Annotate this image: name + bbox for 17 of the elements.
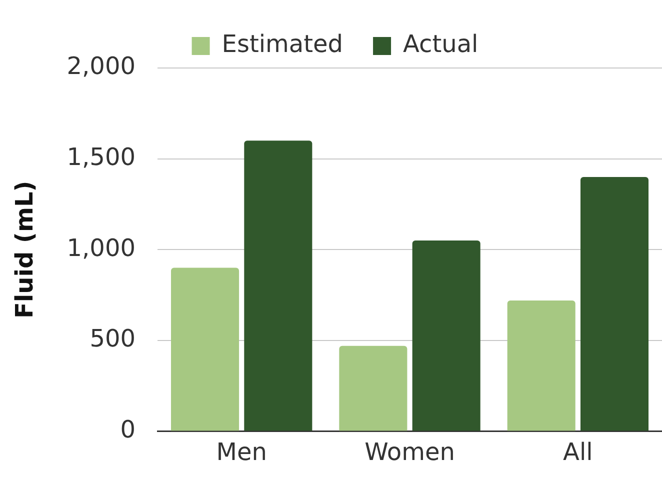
y-tick-label: 1,500 — [66, 143, 136, 172]
bar — [244, 140, 312, 431]
bar — [580, 176, 649, 431]
bar — [507, 300, 576, 431]
legend-label: Actual — [403, 30, 478, 58]
x-tick-label: Women — [364, 438, 455, 466]
bar — [171, 268, 240, 431]
legend-label: Estimated — [222, 30, 344, 58]
y-axis-title: Fluid (mL) — [10, 180, 39, 318]
y-tick-label: 0 — [120, 415, 136, 444]
y-tick-label: 2,000 — [66, 52, 136, 80]
bar — [339, 346, 408, 431]
x-tick-label: Men — [216, 438, 267, 466]
y-tick-label: 1,000 — [66, 234, 136, 262]
bar — [412, 240, 480, 431]
y-tick-label: 500 — [90, 324, 136, 353]
x-tick-label: All — [563, 438, 593, 466]
